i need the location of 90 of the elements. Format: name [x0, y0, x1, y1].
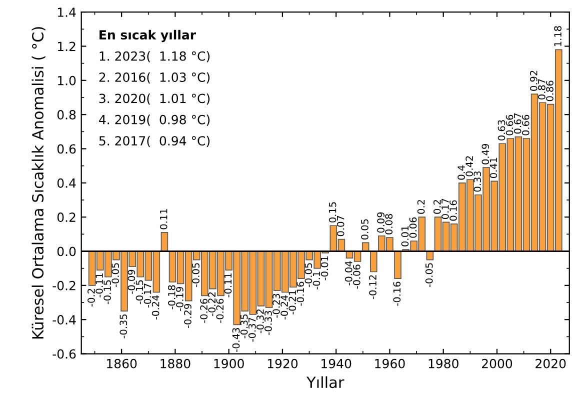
annotation: 2. 2016( 1.03 °C) [99, 72, 210, 84]
x-tick-label: 1900 [214, 358, 244, 368]
data-label: -0.12 [369, 275, 376, 299]
data-label: 0.01 [401, 226, 409, 246]
x-tick-label: 2020 [536, 358, 566, 368]
data-label: -0.35 [240, 314, 248, 338]
data-label: -0.09 [128, 270, 136, 294]
data-label: 0.63 [498, 120, 506, 140]
y-tick-label: 0.0 [57, 246, 76, 256]
data-label: 0.66 [506, 114, 514, 136]
data-label: -0.05 [112, 263, 120, 288]
data-label: 0.42 [466, 156, 473, 176]
annotation: 1. 2023( 1.18 °C) [100, 51, 210, 62]
annotation: En sıcak yıllar [100, 30, 196, 42]
y-tick-label: 1.4 [58, 8, 76, 17]
data-label: -0.24 [280, 295, 288, 320]
data-label: -0.15 [136, 280, 144, 304]
data-label: -0.05 [192, 263, 200, 288]
data-label: 0.86 [546, 80, 554, 102]
annotation: 3. 2020( 1.01 °C) [99, 94, 210, 105]
bar [370, 250, 378, 272]
x-tick-label: 1980 [428, 358, 458, 368]
data-label: 0.66 [522, 114, 530, 136]
data-label: -0.1 [312, 272, 320, 290]
data-label: 0.67 [514, 113, 522, 134]
data-label: -0.16 [296, 282, 304, 306]
x-tick-label: 1940 [322, 358, 352, 368]
bar [160, 232, 168, 252]
data-label: 0.33 [474, 171, 482, 192]
x-tick-label: 1880 [160, 358, 190, 368]
x-tick-label: 1960 [375, 358, 405, 368]
data-label: -0.15 [104, 280, 111, 304]
data-label: 0.87 [538, 79, 546, 100]
data-label: -0.21 [288, 290, 296, 314]
data-label: 0.2 [417, 200, 425, 214]
data-label: -0.05 [425, 263, 433, 288]
data-label: 0.09 [377, 212, 384, 233]
data-label: -0.22 [208, 292, 216, 316]
data-label: 1.18 [554, 26, 562, 46]
data-label: -0.06 [353, 264, 360, 289]
data-label: -0.23 [272, 294, 280, 318]
data-label: 0.17 [441, 198, 449, 219]
bar [394, 250, 402, 280]
data-label: -0.32 [256, 309, 264, 334]
data-label: -0.01 [320, 256, 328, 280]
data-label: -0.24 [152, 295, 160, 320]
y-tick-label: -0.2 [52, 280, 76, 290]
annotation: 5. 2017( 0.94 °C) [99, 136, 210, 148]
data-label: 0.08 [385, 214, 393, 234]
data-label: 0.11 [160, 209, 168, 230]
data-label: -0.35 [120, 314, 128, 338]
data-label: -0.19 [176, 286, 184, 311]
data-label: -0.37 [248, 318, 256, 342]
data-label: -0.17 [144, 284, 152, 308]
data-label: 0.06 [409, 217, 417, 238]
data-label: -0.05 [304, 263, 312, 288]
data-label: -0.18 [168, 285, 176, 310]
data-label: -0.43 [232, 328, 240, 352]
data-label: -0.2 [88, 288, 95, 306]
y-tick-label: 0.4 [57, 178, 76, 188]
data-label: 0.41 [490, 158, 498, 178]
data-label: -0.11 [96, 274, 103, 298]
data-label: -0.04 [344, 261, 352, 286]
data-label: -0.29 [184, 304, 192, 328]
y-tick-label: -0.6 [52, 349, 76, 359]
data-label: 0.4 [458, 165, 465, 180]
y-tick-label: 0.2 [57, 212, 76, 222]
data-label: 0.16 [450, 200, 457, 221]
x-tick-label: 1920 [268, 358, 298, 368]
data-label: -0.26 [200, 298, 208, 323]
data-label: 0.07 [336, 216, 344, 236]
y-tick-label: -0.4 [52, 315, 76, 325]
data-label: 0.15 [328, 202, 336, 222]
y-tick-label: 1.0 [58, 76, 76, 86]
y-tick-label: 0.6 [57, 144, 76, 154]
data-label: -0.26 [216, 298, 224, 323]
data-label: -0.16 [393, 282, 401, 306]
x-axis-title: Yıllar [306, 376, 344, 388]
data-label: -0.33 [264, 310, 272, 335]
x-tick-label: 2000 [482, 358, 512, 368]
annotation: 4. 2019( 0.98 °C) [99, 114, 210, 126]
y-tick-label: 1.2 [58, 42, 76, 51]
x-tick-label: 1860 [107, 358, 137, 368]
y-axis-title: Küresel Ortalama Sıcaklık Anomalisi ( °C) [32, 27, 46, 339]
data-label: -0.11 [224, 274, 232, 298]
data-label: 0.2 [433, 200, 441, 214]
data-label: 0.05 [361, 219, 368, 240]
y-tick-label: 0.8 [57, 110, 76, 120]
data-label: 0.92 [530, 70, 538, 91]
data-label: 0.49 [482, 144, 490, 164]
